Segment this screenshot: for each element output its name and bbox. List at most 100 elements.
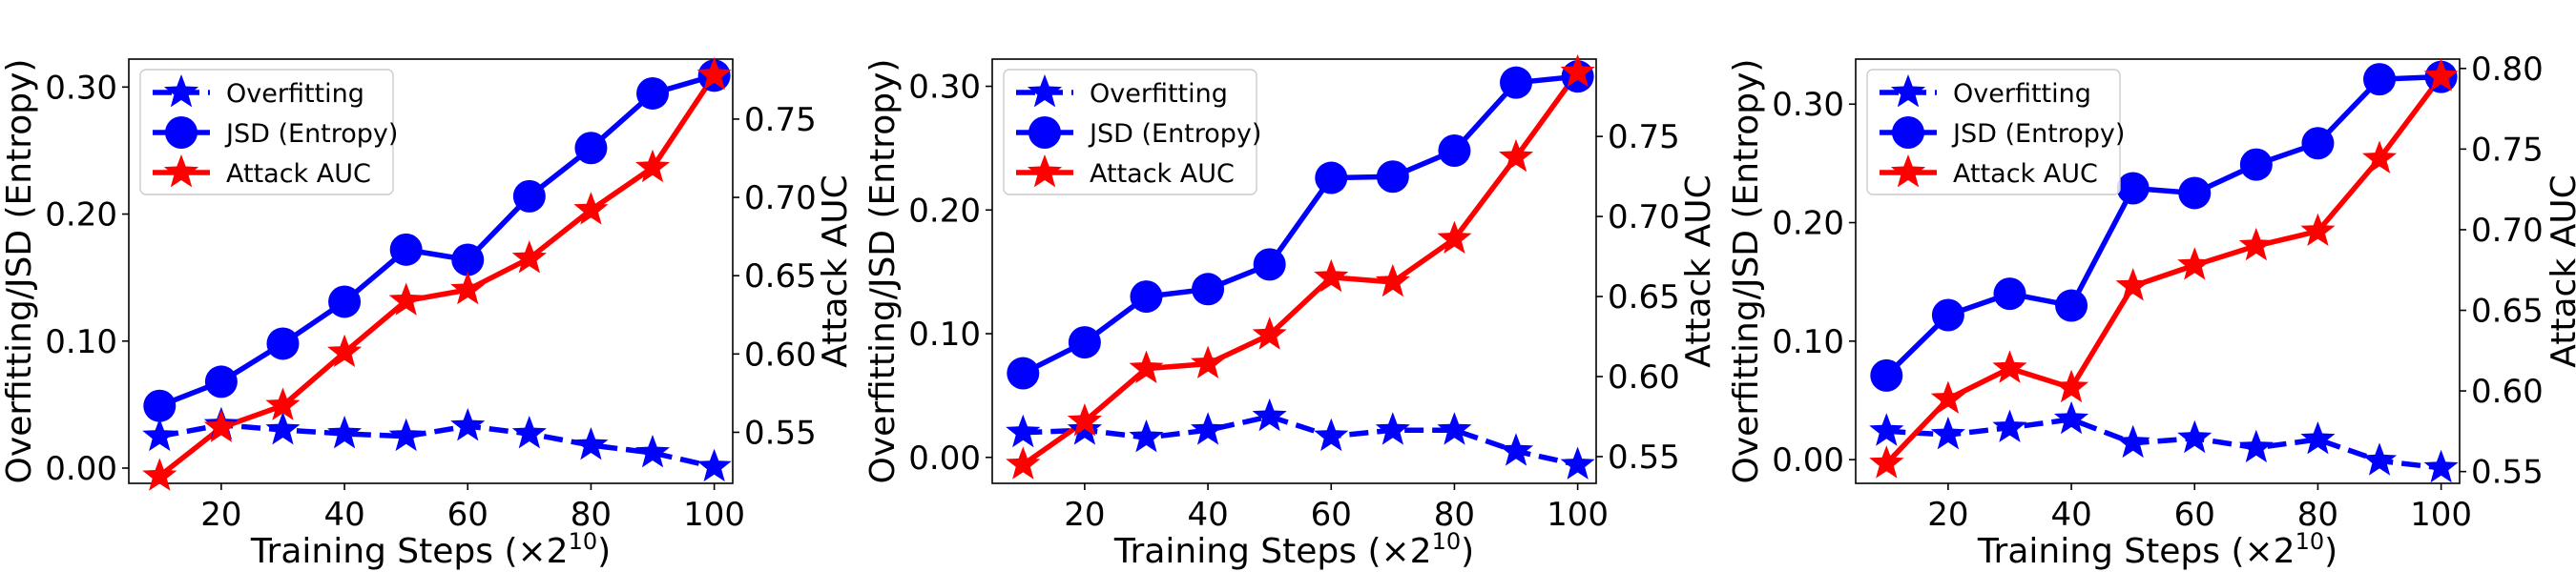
y-left-tick-label: 0.10 (1772, 323, 1844, 361)
x-tick-label: 20 (200, 496, 241, 534)
legend-marker (1027, 74, 1063, 108)
data-point-overfitting (142, 418, 177, 452)
y-left-tick-label: 0.20 (908, 192, 981, 230)
series-line-overfitting (1023, 414, 1579, 468)
y-left-axis-label: Overfitting/JSD (Entropy) (0, 59, 39, 484)
legend: Overfitting JSD (Entropy) Attack AUC (139, 69, 398, 195)
x-axis-label: Training Steps (×210) (1113, 528, 1474, 571)
y-right-tick-label: 0.75 (2471, 131, 2544, 169)
y-left-tick-label: 0.00 (45, 450, 117, 488)
series-line-attack-auc (157, 73, 717, 479)
plot-area (1884, 73, 2443, 471)
y-left-tick-label: 0.20 (1772, 205, 1844, 243)
plot-area (157, 72, 717, 479)
y-left-tick-label: 0.30 (45, 69, 117, 107)
legend-marker (1892, 116, 1924, 149)
data-point-attack-auc (696, 56, 732, 91)
x-tick-label: 60 (1311, 496, 1352, 534)
legend-marker (1027, 154, 1063, 188)
series-markers (1869, 58, 2459, 483)
data-point-attack-auc (327, 334, 363, 367)
series-line-jsd-entropy (1022, 73, 1578, 376)
legend: Overfitting JSD (Entropy) Attack AUC (1866, 69, 2125, 195)
data-point-jsd-entropy (1253, 248, 1286, 281)
data-point-overfitting (388, 418, 424, 452)
x-tick-label: 20 (1927, 496, 1968, 534)
data-point-attack-auc (1930, 380, 1965, 414)
data-point-attack-auc (2362, 140, 2398, 174)
x-axis-label: Training Steps (×210) (250, 528, 611, 571)
y-left-axis-label: Overfitting/JSD (Entropy) (1727, 59, 1766, 484)
legend: Overfitting JSD (Entropy) Attack AUC (1003, 69, 1261, 195)
data-point-attack-auc (142, 458, 177, 491)
legend-marker (1028, 116, 1061, 149)
y-right-tick-label: 0.55 (2471, 454, 2544, 492)
data-point-overfitting (696, 448, 732, 482)
x-tick-label: 100 (1547, 496, 1609, 534)
data-point-attack-auc (265, 387, 301, 420)
data-point-jsd-entropy (2116, 172, 2150, 205)
legend-marker (163, 154, 199, 188)
x-tick-label: 20 (1064, 496, 1105, 534)
data-point-jsd-entropy (1007, 357, 1040, 390)
x-axis-label: Training Steps (×210) (1977, 528, 2337, 571)
data-point-overfitting (1992, 409, 2027, 442)
data-point-attack-auc (1067, 403, 1102, 437)
y-left-tick-label: 0.30 (1772, 86, 1844, 124)
legend-label: Attack AUC (1090, 159, 1235, 189)
x-tick-label: 60 (447, 496, 488, 534)
y-left-tick-label: 0.00 (908, 439, 981, 478)
data-point-jsd-entropy (1993, 277, 2026, 311)
y-right-tick-label: 0.75 (1608, 118, 1680, 156)
data-point-attack-auc (1560, 53, 1595, 88)
data-point-jsd-entropy (204, 365, 238, 398)
data-point-jsd-entropy (2178, 176, 2212, 210)
y-right-tick-label: 0.70 (1608, 198, 1680, 236)
data-point-attack-auc (1437, 220, 1472, 254)
data-point-jsd-entropy (2301, 127, 2335, 160)
data-point-jsd-entropy (266, 327, 300, 360)
y-left-tick-label: 0.30 (908, 69, 981, 107)
data-point-jsd-entropy (451, 243, 485, 276)
x-tick-label: 80 (571, 496, 612, 534)
y-right-axis-label: Attack AUC (1679, 174, 1718, 367)
data-point-attack-auc (2238, 227, 2274, 261)
data-point-overfitting (1191, 412, 1226, 445)
x-tick-label: 40 (1187, 496, 1228, 534)
data-point-jsd-entropy (2363, 63, 2397, 96)
data-point-attack-auc (1314, 258, 1349, 293)
data-point-attack-auc (450, 272, 486, 305)
data-point-overfitting (2238, 429, 2274, 463)
legend-label: Attack AUC (226, 159, 371, 189)
x-tick-label: 40 (2050, 496, 2091, 534)
plot-area (1021, 71, 1580, 468)
data-point-overfitting (1375, 412, 1410, 445)
data-point-jsd-entropy (1438, 134, 1471, 168)
data-point-overfitting (1437, 412, 1472, 445)
data-point-jsd-entropy (1130, 280, 1163, 314)
legend-label: Attack AUC (1953, 159, 2098, 189)
x-tick-label: 80 (1434, 496, 1475, 534)
data-point-jsd-entropy (1192, 273, 1225, 306)
data-point-jsd-entropy (1931, 298, 1964, 332)
legend-frame (139, 69, 394, 195)
data-point-attack-auc (1499, 138, 1534, 173)
x-tick-label: 100 (683, 496, 745, 534)
data-point-overfitting (2177, 419, 2212, 454)
legend-marker (165, 116, 197, 149)
x-tick-label: 60 (2174, 496, 2215, 534)
data-point-attack-auc (573, 192, 609, 225)
data-point-attack-auc (2177, 247, 2212, 280)
data-point-attack-auc (2115, 268, 2150, 301)
data-point-overfitting (265, 412, 301, 445)
data-point-overfitting (635, 435, 671, 468)
series-markers (1006, 53, 1595, 480)
data-point-attack-auc (388, 282, 424, 316)
data-point-attack-auc (203, 409, 239, 442)
legend-marker (1890, 154, 1926, 188)
data-point-attack-auc (1375, 263, 1410, 297)
data-point-overfitting (573, 427, 609, 460)
series-line-attack-auc (1021, 71, 1580, 467)
data-point-attack-auc (1129, 350, 1164, 383)
data-point-overfitting (1869, 413, 1904, 446)
